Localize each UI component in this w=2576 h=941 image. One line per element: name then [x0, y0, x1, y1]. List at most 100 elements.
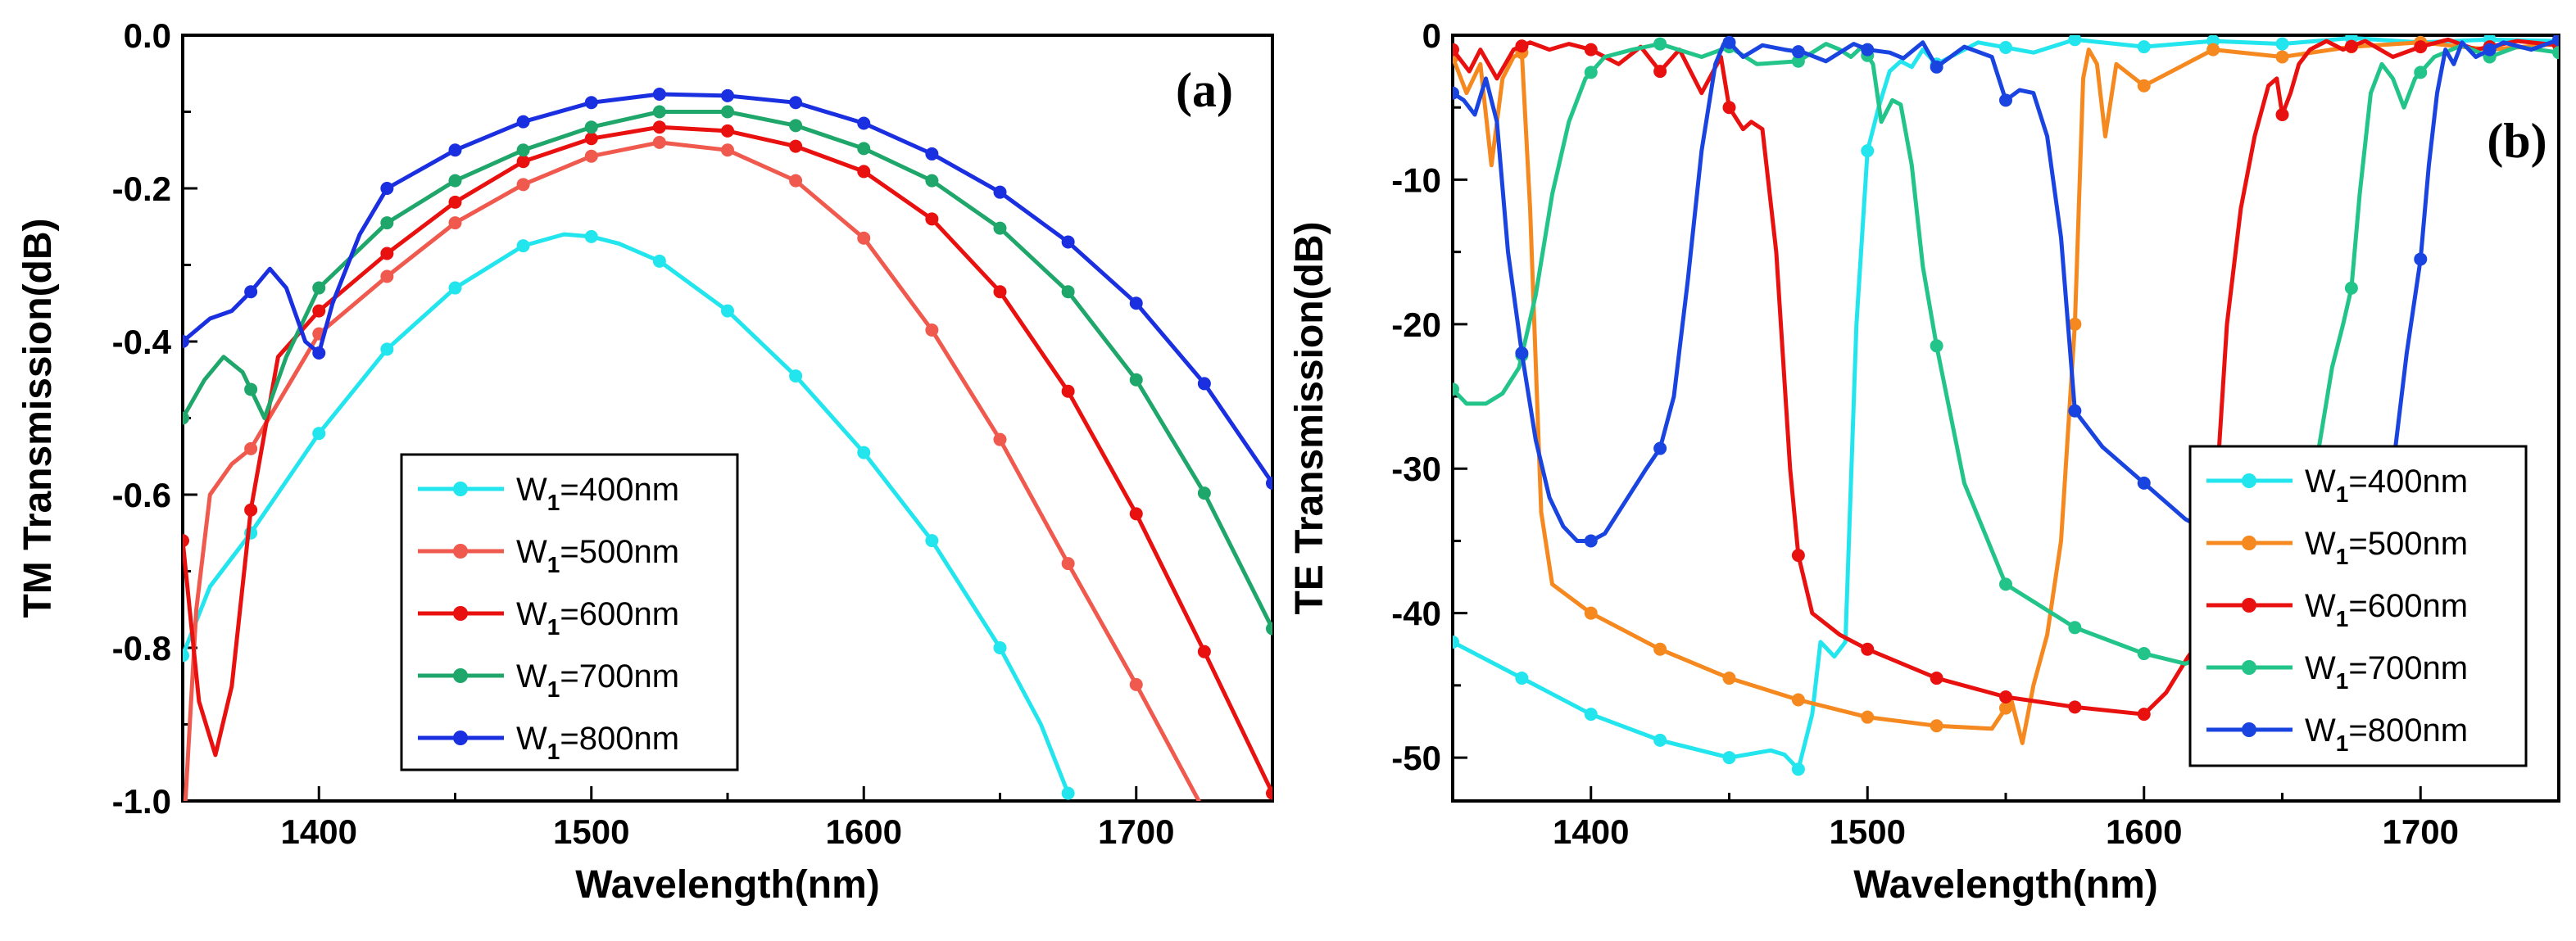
series-point: [1861, 710, 1875, 724]
series-point: [1653, 37, 1667, 51]
series-point: [652, 105, 666, 119]
legend-label: W1=500nm: [2305, 526, 2468, 569]
legend-swatch-marker: [2242, 598, 2256, 613]
series-point: [857, 446, 871, 459]
series-point: [2552, 35, 2559, 47]
legend-swatch-marker: [2242, 722, 2256, 737]
series-point: [993, 285, 1007, 299]
series-point: [1999, 40, 2012, 54]
legend-swatch-marker: [453, 606, 468, 621]
legend-label: W1=800nm: [516, 721, 679, 764]
series-point: [1999, 690, 2012, 703]
legend-swatch-marker: [453, 544, 468, 559]
series-point: [2344, 39, 2358, 53]
y-tick-label: 0: [1422, 16, 1441, 55]
series-point: [789, 369, 803, 383]
series-point: [516, 155, 530, 169]
series-point: [1930, 339, 1943, 353]
series-point: [652, 254, 666, 268]
series-point: [1930, 60, 1943, 74]
legend-label: W1=400nm: [516, 472, 679, 515]
series-point: [1453, 86, 1459, 100]
series-line: [1453, 37, 2559, 543]
panel-label: (a): [1176, 63, 1233, 117]
series-line: [183, 232, 1071, 796]
series-point: [1791, 45, 1805, 59]
series-line: [1453, 36, 2559, 771]
series-point: [1722, 35, 1736, 49]
y-tick-label: -50: [1391, 739, 1441, 777]
legend-label: W1=600nm: [2305, 588, 2468, 631]
series-point: [1453, 635, 1459, 649]
y-tick-label: 0.0: [124, 16, 171, 55]
legend-label: W1=700nm: [516, 658, 679, 702]
series-point: [1453, 382, 1459, 396]
series-point: [925, 534, 939, 548]
series-point: [183, 411, 189, 425]
series-point: [1584, 534, 1598, 548]
series-point: [2068, 621, 2082, 635]
series-point: [1584, 606, 1598, 620]
series-point: [1653, 642, 1667, 656]
series-point: [1584, 66, 1598, 79]
series-point: [584, 149, 598, 163]
series-point: [1061, 235, 1075, 249]
series-point: [244, 382, 258, 396]
series-point: [857, 165, 871, 179]
series-point: [380, 342, 394, 356]
series-point: [925, 323, 939, 337]
series-point: [2137, 40, 2151, 54]
x-tick-label: 1600: [826, 812, 902, 851]
series-point: [925, 212, 939, 226]
series-point: [1791, 762, 1805, 776]
series-point: [652, 87, 666, 101]
series-point: [1861, 642, 1875, 656]
legend-swatch-marker: [453, 668, 468, 683]
legend-label: W1=700nm: [2305, 650, 2468, 694]
series-point: [721, 88, 734, 102]
series-point: [380, 182, 394, 195]
series-point: [993, 221, 1007, 235]
panel-label: (b): [2487, 114, 2547, 168]
series-point: [1930, 672, 1943, 685]
x-axis-title: Wavelength(nm): [1853, 863, 2158, 907]
series-point: [2344, 281, 2358, 295]
series-point: [2206, 43, 2220, 57]
series-point: [857, 142, 871, 156]
series-point: [1061, 384, 1075, 398]
series-point: [1266, 622, 1272, 636]
legend-swatch-marker: [2242, 660, 2256, 675]
series-point: [448, 216, 462, 230]
y-tick-label: -10: [1391, 161, 1441, 199]
x-tick-label: 1500: [553, 812, 629, 851]
series-point: [244, 285, 258, 299]
legend-label: W1=800nm: [2305, 713, 2468, 756]
x-tick-label: 1400: [281, 812, 357, 851]
series-point: [380, 247, 394, 260]
series-point: [244, 441, 258, 455]
series-group: [1453, 35, 2559, 776]
series-point: [721, 105, 734, 119]
y-tick-label: -0.2: [112, 170, 171, 208]
series-point: [857, 231, 871, 245]
series-point: [1453, 43, 1459, 57]
series-point: [380, 216, 394, 230]
y-tick-label: -0.8: [112, 629, 171, 667]
series-point: [2275, 37, 2289, 51]
series-point: [183, 534, 189, 548]
series-point: [1653, 441, 1667, 455]
series-point: [1722, 101, 1736, 115]
series-point: [516, 115, 530, 129]
series-point: [312, 427, 326, 441]
x-tick-label: 1700: [2383, 812, 2459, 851]
series-point: [2137, 79, 2151, 93]
panel-b-te-transmission: 1400 1500 1600 1700 -50 -40 -30 -20 -10 0 Waveleng…: [1288, 16, 2560, 907]
series-point: [516, 239, 530, 253]
series-point: [2137, 647, 2151, 661]
series-point: [1584, 43, 1598, 57]
series-point: [448, 143, 462, 157]
legend-label: W1=500nm: [516, 534, 679, 577]
series-point: [1653, 733, 1667, 747]
legend-swatch-marker: [453, 482, 468, 496]
legend-label: W1=600nm: [516, 596, 679, 640]
